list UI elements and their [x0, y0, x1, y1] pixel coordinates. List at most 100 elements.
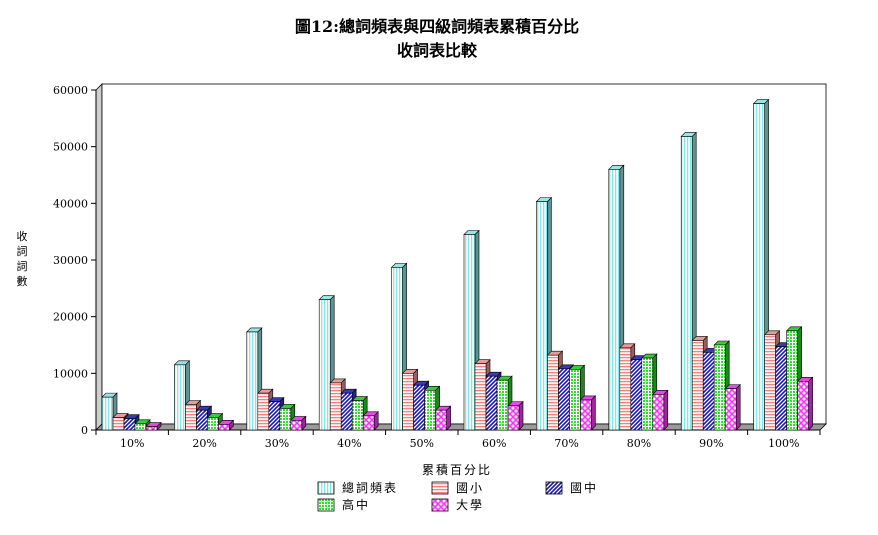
- bar-front: [724, 388, 737, 431]
- bar-side: [735, 383, 741, 431]
- bar-side: [808, 376, 813, 431]
- chart-subtitle: 收詞表比較: [397, 41, 478, 60]
- bar-side: [446, 405, 451, 431]
- bar-front: [123, 418, 136, 431]
- y-tick-label: 60000: [53, 84, 88, 97]
- x-tick-label: 10%: [120, 437, 144, 450]
- bars: [101, 98, 814, 431]
- bar-front: [775, 346, 787, 431]
- y-axis: 0 10000 20000 30000 40000 50000 60000: [53, 84, 96, 437]
- bar-front: [619, 347, 632, 431]
- bar-front: [218, 424, 230, 431]
- bar: [796, 376, 814, 431]
- bar-front: [569, 369, 581, 431]
- bar-front: [185, 404, 197, 431]
- bar: [290, 415, 307, 431]
- bar-front: [558, 368, 570, 431]
- legend-label: 國中: [570, 480, 598, 495]
- x-tick-label: 70%: [554, 437, 578, 450]
- bar-front: [174, 364, 186, 431]
- x-tick-label: 40%: [337, 437, 361, 450]
- bar-front: [257, 392, 270, 431]
- legend-swatch: [317, 481, 335, 495]
- bar-front: [797, 380, 809, 431]
- y-tick-label: 20000: [53, 311, 88, 324]
- bar: [362, 411, 379, 431]
- x-tick-label: 20%: [192, 437, 216, 450]
- bar-front: [351, 400, 364, 431]
- bar-front: [786, 330, 798, 431]
- bar-front: [702, 352, 715, 431]
- bar-front: [246, 331, 259, 431]
- side-wall: [95, 83, 103, 431]
- x-tick-label: 50%: [410, 437, 434, 450]
- bar-front: [630, 359, 643, 431]
- bar-front: [496, 379, 509, 431]
- bar-front: [485, 375, 498, 431]
- x-tick-label: 90%: [699, 437, 723, 450]
- bar: [579, 395, 597, 431]
- bar: [724, 383, 741, 431]
- x-tick-label: 80%: [627, 437, 651, 450]
- bar-front: [507, 405, 520, 431]
- bar: [217, 419, 235, 431]
- bar-front: [112, 417, 125, 431]
- legend-swatch: [545, 481, 563, 495]
- bar-front: [145, 426, 158, 431]
- x-tick-label: 30%: [265, 437, 289, 450]
- bar-front: [318, 299, 331, 431]
- y-axis-label: 收詞詞數: [17, 229, 28, 288]
- bar-front: [290, 420, 303, 431]
- bar-front: [753, 103, 765, 431]
- x-tick-label: 60%: [482, 437, 506, 450]
- bar-side: [663, 389, 669, 431]
- legend-label: 國小: [456, 481, 484, 495]
- bar-front: [362, 415, 375, 431]
- bar-front: [207, 417, 219, 431]
- legend-swatch: [431, 498, 449, 512]
- bar-front: [608, 169, 621, 431]
- bar-front: [435, 409, 447, 431]
- bar-front: [547, 354, 559, 431]
- bar-front: [413, 384, 425, 431]
- bar-front: [652, 393, 665, 431]
- chart-title: 圖12:總詞頻表與四級詞頻表累積百分比: [295, 17, 579, 36]
- bar-front: [463, 234, 476, 431]
- bar-front: [391, 267, 403, 431]
- bar-front: [134, 423, 147, 431]
- bar-front: [329, 382, 342, 431]
- bar-front: [713, 344, 726, 431]
- y-tick-label: 30000: [53, 254, 88, 267]
- legend-swatch: [317, 498, 335, 512]
- bar: [652, 389, 669, 431]
- bar-front: [641, 357, 654, 431]
- legend-label: 高中: [342, 497, 370, 512]
- y-tick-label: 0: [81, 424, 88, 437]
- y-tick-label: 40000: [53, 197, 88, 210]
- bar-front: [691, 340, 704, 431]
- x-tick-label: 100%: [768, 437, 799, 450]
- x-axis: 10% 20% 30% 40% 50% 60% 70% 80% 90% 100%: [95, 430, 821, 450]
- bar-front: [764, 334, 776, 431]
- bar-front: [196, 409, 208, 431]
- legend-swatch: [431, 481, 449, 495]
- bar: [434, 405, 452, 431]
- bar: [507, 400, 524, 431]
- bar-side: [591, 395, 596, 431]
- bar-front: [424, 390, 436, 431]
- bar-front: [680, 136, 693, 431]
- bar-front: [268, 401, 281, 431]
- bar-front: [402, 373, 414, 431]
- bar-front: [340, 392, 353, 431]
- bar: [145, 421, 162, 431]
- legend-label: 總詞頻表: [342, 480, 398, 495]
- bar-front: [536, 201, 548, 431]
- y-tick-label: 10000: [53, 367, 88, 380]
- bar-front: [101, 396, 114, 431]
- y-tick-label: 50000: [53, 141, 88, 154]
- bar-front: [580, 399, 592, 431]
- legend-label: 大學: [456, 498, 484, 512]
- bar-side: [518, 400, 524, 431]
